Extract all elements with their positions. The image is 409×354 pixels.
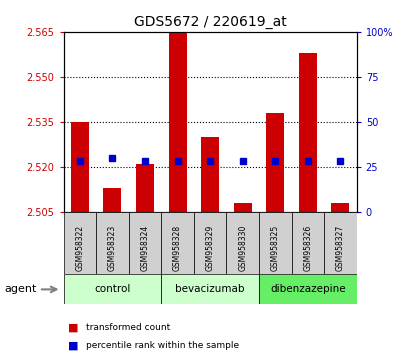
Text: ■: ■ xyxy=(67,322,78,332)
Text: GSM958330: GSM958330 xyxy=(238,225,247,271)
Text: GSM958326: GSM958326 xyxy=(303,225,312,271)
Text: ■: ■ xyxy=(67,340,78,350)
Text: percentile rank within the sample: percentile rank within the sample xyxy=(86,341,238,350)
Bar xyxy=(103,188,121,212)
Text: agent: agent xyxy=(4,284,36,295)
Bar xyxy=(168,32,186,212)
Bar xyxy=(258,274,356,304)
Bar xyxy=(258,212,291,274)
Bar xyxy=(136,164,153,212)
Text: GSM958329: GSM958329 xyxy=(205,225,214,271)
Bar xyxy=(201,137,218,212)
Bar xyxy=(298,53,316,212)
Title: GDS5672 / 220619_at: GDS5672 / 220619_at xyxy=(133,16,286,29)
Bar xyxy=(71,122,89,212)
Bar xyxy=(266,113,283,212)
Bar xyxy=(96,212,128,274)
Text: bevacizumab: bevacizumab xyxy=(175,284,244,295)
Bar xyxy=(193,212,226,274)
Bar xyxy=(161,274,258,304)
Bar xyxy=(330,203,348,212)
Text: GSM958327: GSM958327 xyxy=(335,225,344,271)
Text: GSM958328: GSM958328 xyxy=(173,225,182,271)
Bar xyxy=(324,212,356,274)
Bar xyxy=(63,212,96,274)
Bar xyxy=(291,212,324,274)
Bar xyxy=(63,274,161,304)
Bar xyxy=(233,203,251,212)
Text: GSM958323: GSM958323 xyxy=(108,225,117,271)
Text: transformed count: transformed count xyxy=(86,323,170,332)
Bar xyxy=(128,212,161,274)
Text: dibenzazepine: dibenzazepine xyxy=(270,284,345,295)
Text: control: control xyxy=(94,284,130,295)
Bar xyxy=(161,212,193,274)
Text: GSM958325: GSM958325 xyxy=(270,225,279,271)
Text: GSM958324: GSM958324 xyxy=(140,225,149,271)
Bar xyxy=(226,212,258,274)
Text: GSM958322: GSM958322 xyxy=(75,225,84,271)
